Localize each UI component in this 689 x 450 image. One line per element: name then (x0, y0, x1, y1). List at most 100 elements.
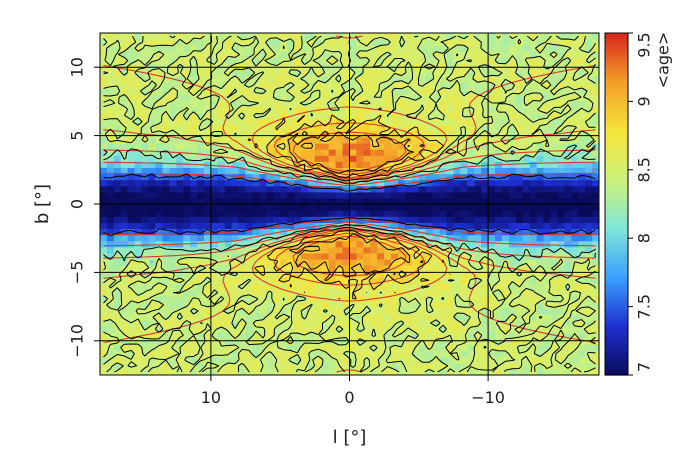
heat-cell (321, 100, 330, 107)
heat-cell (370, 252, 378, 260)
heat-cell (467, 81, 475, 89)
heat-cell (210, 161, 219, 168)
heat-cell (411, 234, 420, 242)
heat-cell (391, 124, 399, 132)
heat-cell (120, 173, 129, 181)
heat-cell (585, 283, 593, 291)
heat-cell (294, 87, 302, 95)
heat-cell (384, 258, 392, 266)
heat-cell (335, 179, 344, 187)
heat-cell (474, 130, 482, 138)
heat-cell (197, 362, 205, 370)
heat-cell (245, 33, 254, 40)
heat-cell (155, 265, 163, 272)
heat-cell (564, 271, 572, 278)
heat-cell (550, 216, 559, 223)
heat-cell (314, 344, 323, 352)
heat-cell (495, 57, 503, 65)
colorbar-segment (605, 298, 628, 302)
heat-cell (585, 320, 593, 327)
heat-cell (314, 51, 323, 59)
heat-cell (585, 216, 593, 223)
heat-cell (113, 106, 122, 113)
heat-cell (245, 106, 254, 113)
heat-cell (432, 338, 441, 346)
heat-cell (467, 167, 475, 175)
heat-cell (252, 94, 260, 101)
heat-cell (266, 51, 274, 59)
heat-cell (238, 112, 247, 120)
heat-cell (411, 252, 420, 260)
heat-cell (550, 106, 559, 113)
heat-cell (349, 350, 358, 358)
heat-cell (141, 240, 150, 248)
heat-cell (307, 350, 316, 358)
heat-cell (404, 81, 413, 89)
heat-cell (183, 94, 191, 101)
heat-cell (515, 155, 524, 162)
heat-cell (488, 94, 496, 101)
heat-cell (245, 277, 254, 284)
heat-cell (550, 51, 559, 59)
heat-cell (197, 210, 205, 217)
heat-cell (252, 258, 260, 266)
heat-cell (148, 69, 157, 77)
heat-cell (120, 216, 129, 223)
heat-cell (294, 313, 302, 321)
heat-cell (155, 87, 163, 95)
heat-cell (495, 344, 503, 352)
heat-cell (391, 87, 399, 95)
heat-cell (148, 246, 157, 254)
heat-cell (571, 179, 579, 187)
heat-cell (287, 210, 295, 217)
heat-cell (176, 179, 184, 187)
heat-cell (273, 307, 281, 315)
heat-cell (515, 356, 524, 364)
heat-cell (190, 118, 198, 126)
heat-cell (550, 234, 559, 242)
heat-cell (169, 142, 177, 150)
heat-cell (481, 81, 489, 89)
heat-cell (404, 69, 413, 77)
heat-cell (550, 100, 559, 107)
heat-cell (529, 271, 538, 278)
heat-cell (169, 265, 177, 272)
heat-cell (120, 228, 129, 236)
heat-cell (370, 118, 378, 126)
heat-cell (273, 45, 281, 52)
heat-cell (356, 75, 364, 83)
heat-cell (377, 45, 385, 52)
heat-cell (543, 39, 552, 46)
heat-cell (190, 362, 198, 370)
colorbar-segment (605, 129, 628, 134)
heat-cell (127, 240, 136, 248)
heat-cell (536, 33, 545, 40)
heat-cell (231, 100, 240, 107)
heat-cell (106, 149, 115, 156)
heat-cell (266, 130, 274, 138)
heat-cell (550, 155, 559, 162)
heat-cell (342, 228, 351, 236)
heat-cell (418, 130, 427, 138)
heat-cell (501, 51, 510, 59)
heat-cell (190, 87, 198, 95)
heat-cell (411, 142, 420, 150)
heat-cell (391, 350, 399, 358)
heat-cell (245, 265, 254, 272)
heat-cell (183, 136, 191, 144)
heat-cell (592, 81, 599, 89)
heat-cell (113, 301, 122, 309)
heat-cell (488, 57, 496, 65)
heat-cell (481, 313, 489, 321)
heat-cell (404, 289, 413, 297)
heat-cell (231, 112, 240, 120)
heat-cell (404, 197, 413, 205)
heat-cell (377, 118, 385, 126)
heat-cell (127, 246, 136, 254)
heat-cell (474, 307, 482, 315)
heat-cell (321, 57, 330, 65)
heat-cell (294, 149, 302, 156)
heat-cell (113, 191, 122, 199)
heat-cell (127, 112, 136, 120)
heat-cell (460, 326, 468, 333)
